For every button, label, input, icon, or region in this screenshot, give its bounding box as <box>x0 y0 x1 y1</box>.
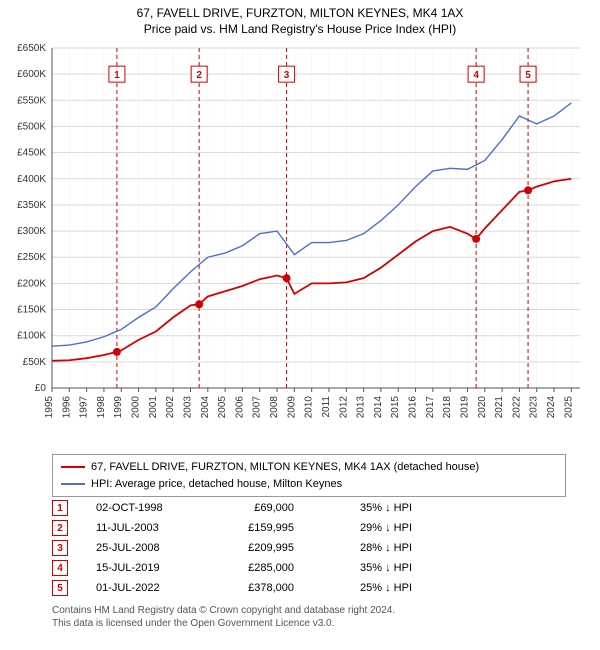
event-date: 11-JUL-2003 <box>96 522 196 534</box>
event-price: £69,000 <box>214 502 294 514</box>
events-table: 1 02-OCT-1998 £69,000 35% ↓ HPI 2 11-JUL-2003… <box>52 498 412 598</box>
event-price: £285,000 <box>214 562 294 574</box>
svg-text:£600K: £600K <box>17 69 46 80</box>
event-row: 3 25-JUL-2008 £209,995 28% ↓ HPI <box>52 538 412 558</box>
svg-text:£150K: £150K <box>17 305 46 316</box>
event-marker: 4 <box>52 560 68 576</box>
svg-text:£0: £0 <box>35 383 47 394</box>
svg-text:5: 5 <box>525 70 531 81</box>
svg-text:2017: 2017 <box>425 396 436 419</box>
svg-text:£250K: £250K <box>17 252 46 263</box>
title-line2: Price paid vs. HM Land Registry's House … <box>0 22 600 38</box>
svg-text:1996: 1996 <box>61 396 72 419</box>
svg-text:1997: 1997 <box>79 396 90 419</box>
footer: Contains HM Land Registry data © Crown c… <box>52 604 395 630</box>
svg-text:2022: 2022 <box>511 396 522 419</box>
event-date: 15-JUL-2019 <box>96 562 196 574</box>
chart-title: 67, FAVELL DRIVE, FURZTON, MILTON KEYNES… <box>0 0 600 37</box>
svg-text:£550K: £550K <box>17 95 46 106</box>
svg-text:2012: 2012 <box>338 396 349 419</box>
legend-label: 67, FAVELL DRIVE, FURZTON, MILTON KEYNES… <box>91 459 479 476</box>
svg-text:2005: 2005 <box>217 396 228 419</box>
svg-text:1998: 1998 <box>96 396 107 419</box>
event-row: 4 15-JUL-2019 £285,000 35% ↓ HPI <box>52 558 412 578</box>
event-row: 5 01-JUL-2022 £378,000 25% ↓ HPI <box>52 578 412 598</box>
event-delta: 29% ↓ HPI <box>312 522 412 534</box>
event-price: £159,995 <box>214 522 294 534</box>
svg-text:£450K: £450K <box>17 148 46 159</box>
svg-text:2: 2 <box>196 70 202 81</box>
svg-text:2010: 2010 <box>304 396 315 419</box>
svg-text:2007: 2007 <box>252 396 263 419</box>
svg-text:2008: 2008 <box>269 396 280 419</box>
event-marker: 5 <box>52 580 68 596</box>
svg-text:2019: 2019 <box>459 396 470 419</box>
chart: £0£50K£100K£150K£200K£250K£300K£350K£400… <box>52 48 580 428</box>
svg-text:2020: 2020 <box>477 396 488 419</box>
svg-text:1: 1 <box>114 70 120 81</box>
event-row: 2 11-JUL-2003 £159,995 29% ↓ HPI <box>52 518 412 538</box>
svg-text:2021: 2021 <box>494 396 505 419</box>
svg-text:2015: 2015 <box>390 396 401 419</box>
legend: 67, FAVELL DRIVE, FURZTON, MILTON KEYNES… <box>52 454 566 497</box>
svg-text:2004: 2004 <box>200 396 211 419</box>
event-delta: 28% ↓ HPI <box>312 542 412 554</box>
title-line1: 67, FAVELL DRIVE, FURZTON, MILTON KEYNES… <box>0 6 600 22</box>
svg-text:1999: 1999 <box>113 396 124 419</box>
event-price: £209,995 <box>214 542 294 554</box>
svg-text:2001: 2001 <box>148 396 159 419</box>
svg-text:2025: 2025 <box>563 396 574 419</box>
svg-text:£650K: £650K <box>17 44 46 54</box>
svg-text:2018: 2018 <box>442 396 453 419</box>
event-marker: 3 <box>52 540 68 556</box>
svg-text:2009: 2009 <box>286 396 297 419</box>
event-price: £378,000 <box>214 582 294 594</box>
svg-text:2003: 2003 <box>182 396 193 419</box>
event-marker: 2 <box>52 520 68 536</box>
event-date: 01-JUL-2022 <box>96 582 196 594</box>
event-date: 02-OCT-1998 <box>96 502 196 514</box>
legend-row: HPI: Average price, detached house, Milt… <box>61 476 557 493</box>
svg-text:£400K: £400K <box>17 174 46 185</box>
svg-text:3: 3 <box>284 70 290 81</box>
svg-text:2016: 2016 <box>408 396 419 419</box>
svg-text:2006: 2006 <box>234 396 245 419</box>
legend-label: HPI: Average price, detached house, Milt… <box>91 476 342 493</box>
svg-text:2000: 2000 <box>131 396 142 419</box>
svg-text:2014: 2014 <box>373 396 384 419</box>
event-marker: 1 <box>52 500 68 516</box>
svg-text:2013: 2013 <box>356 396 367 419</box>
svg-text:2002: 2002 <box>165 396 176 419</box>
event-row: 1 02-OCT-1998 £69,000 35% ↓ HPI <box>52 498 412 518</box>
svg-text:£350K: £350K <box>17 200 46 211</box>
svg-text:1995: 1995 <box>44 396 55 419</box>
legend-row: 67, FAVELL DRIVE, FURZTON, MILTON KEYNES… <box>61 459 557 476</box>
svg-text:2024: 2024 <box>546 396 557 419</box>
event-delta: 25% ↓ HPI <box>312 582 412 594</box>
footer-line2: This data is licensed under the Open Gov… <box>52 617 395 630</box>
event-delta: 35% ↓ HPI <box>312 502 412 514</box>
event-delta: 35% ↓ HPI <box>312 562 412 574</box>
svg-text:£100K: £100K <box>17 331 46 342</box>
legend-swatch <box>61 466 85 468</box>
svg-text:£300K: £300K <box>17 226 46 237</box>
event-date: 25-JUL-2008 <box>96 542 196 554</box>
svg-text:4: 4 <box>473 70 479 81</box>
legend-swatch <box>61 483 85 485</box>
svg-text:£500K: £500K <box>17 121 46 132</box>
svg-text:2011: 2011 <box>321 396 332 418</box>
footer-line1: Contains HM Land Registry data © Crown c… <box>52 604 395 617</box>
svg-text:2023: 2023 <box>529 396 540 419</box>
svg-text:£200K: £200K <box>17 278 46 289</box>
svg-text:£50K: £50K <box>23 357 47 368</box>
